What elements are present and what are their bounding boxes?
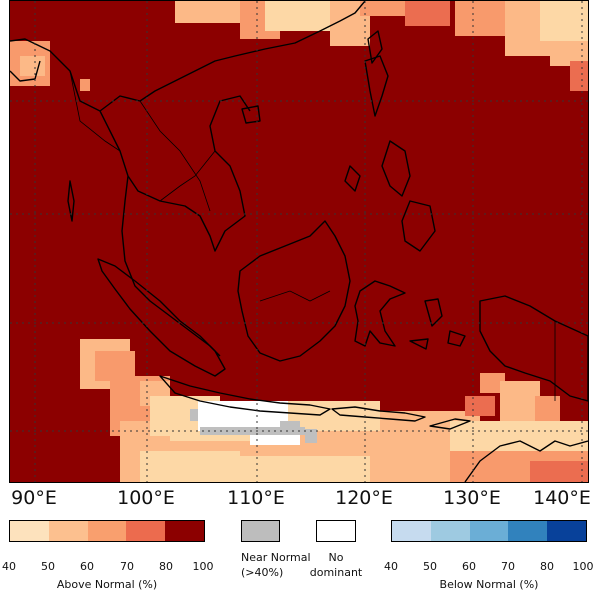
below-tick-40: 40 [384, 560, 398, 573]
above-tick-80: 80 [159, 560, 173, 573]
below-normal-swatch-50-60 [430, 521, 470, 541]
lon-label-90: 90°E [11, 487, 57, 509]
below-normal-swatch-40-50 [392, 521, 431, 541]
above-tick-40: 40 [2, 560, 16, 573]
above-normal-title: Above Normal (%) [56, 578, 158, 591]
no-dominant-label-line1: No [328, 551, 344, 564]
near-normal-label-line2: (>40%) [241, 566, 284, 579]
above-normal-swatch-80-100 [165, 521, 204, 541]
borneo-coast [237, 220, 351, 362]
lon-label-100: 100°E [117, 487, 175, 509]
above-tick-100: 100 [192, 560, 214, 573]
timor-coast [429, 418, 471, 430]
sulawesi-coast [354, 280, 406, 347]
below-tick-100: 100 [572, 560, 594, 573]
above-normal-swatch-50-60 [48, 521, 88, 541]
philippines-coast [344, 55, 436, 252]
lon-label-140: 140°E [533, 487, 591, 509]
near-normal-label-line1: Near Normal [241, 551, 311, 564]
bay-of-bengal-coast [10, 60, 41, 82]
below-tick-80: 80 [540, 560, 554, 573]
below-normal-title: Below Normal (%) [439, 578, 539, 591]
no-dominant-label-line2: dominant [309, 566, 363, 579]
above-tick-50: 50 [41, 560, 55, 573]
above-normal-swatch-60-70 [87, 521, 127, 541]
below-tick-60: 60 [462, 560, 476, 573]
java-coast [159, 375, 331, 416]
above-normal-swatch-70-80 [126, 521, 166, 541]
below-normal-swatch-60-70 [469, 521, 509, 541]
above-tick-60: 60 [80, 560, 94, 573]
new-guinea-coast [479, 295, 588, 402]
country-borders [69, 70, 556, 401]
no-dominant-swatch [316, 520, 356, 542]
taiwan-coast [367, 30, 383, 64]
australia-coast [464, 440, 588, 482]
hainan-coast [241, 105, 261, 124]
below-tick-70: 70 [501, 560, 515, 573]
map-canvas [10, 1, 588, 482]
above-normal-swatch-40-50 [10, 521, 49, 541]
lesser-sunda-coast [331, 406, 426, 422]
above-tick-70: 70 [120, 560, 134, 573]
near-normal-swatch [241, 520, 280, 542]
near-normal-and-no-dominant-zone [190, 401, 317, 445]
lon-label-130: 130°E [443, 487, 501, 509]
below-normal-swatch-70-80 [508, 521, 548, 541]
maluku-coast [409, 298, 466, 350]
below-tick-50: 50 [423, 560, 437, 573]
below-normal-colorbar [391, 520, 587, 542]
probability-map [9, 0, 589, 483]
lon-label-120: 120°E [335, 487, 393, 509]
graticule [10, 1, 588, 482]
andaman-coast [67, 180, 75, 222]
northern-light-zone [10, 1, 588, 91]
below-normal-swatch-80-100 [547, 521, 586, 541]
above-normal-colorbar [9, 520, 205, 542]
lon-label-110: 110°E [227, 487, 285, 509]
